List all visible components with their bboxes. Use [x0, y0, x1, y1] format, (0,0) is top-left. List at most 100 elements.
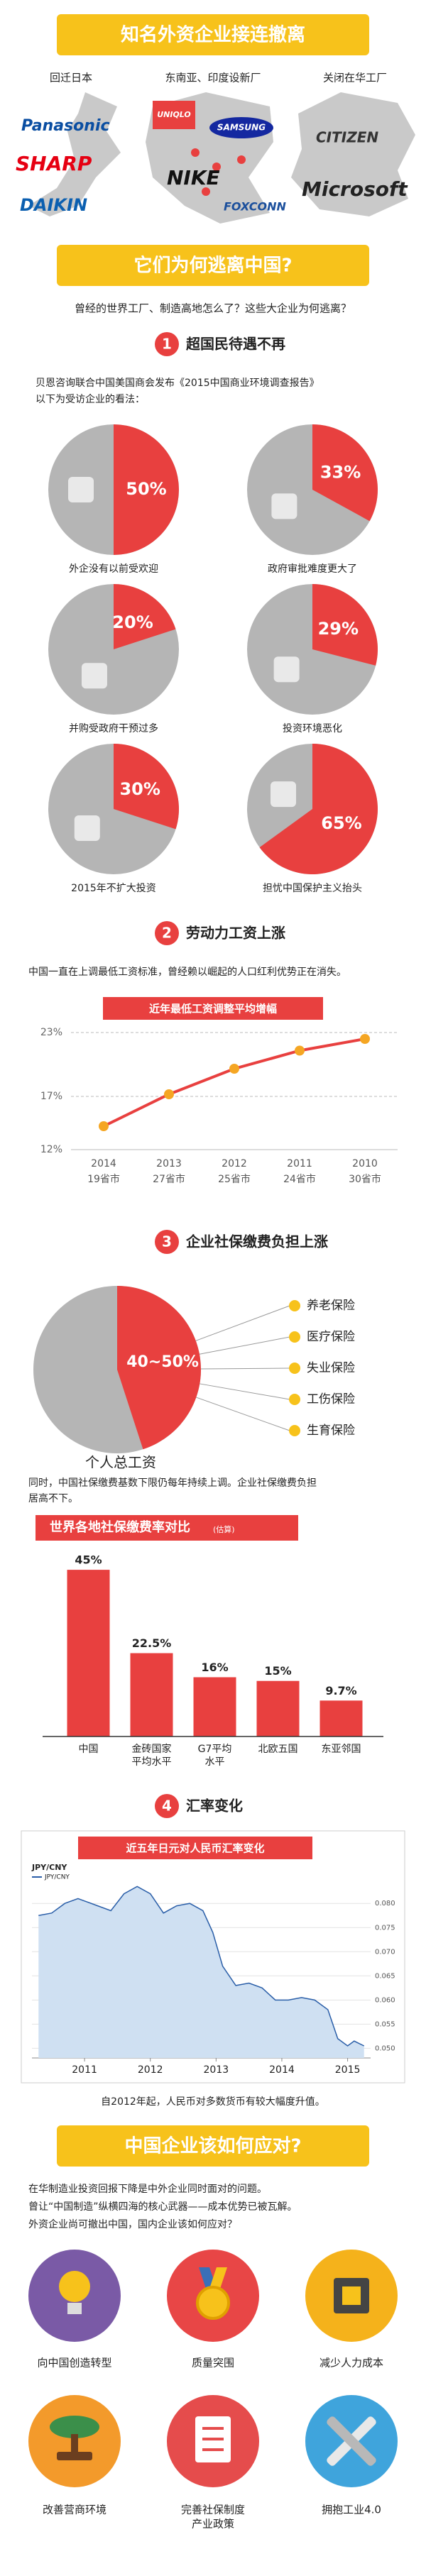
section-number: 4: [162, 1798, 172, 1815]
legend-connector: [199, 1336, 290, 1355]
exit-label: 东南亚、印度设新厂: [165, 72, 261, 84]
banner-title: 知名外资企业接连撤离: [121, 24, 305, 46]
brand-logo: UNIQLO: [157, 110, 191, 119]
y2-tick-label: 0.060: [375, 1996, 395, 2004]
section-number-badge: [155, 921, 179, 945]
x-tick-label: 金砖国家: [132, 1743, 172, 1755]
section-title: 企业社保缴费负担上涨: [185, 1233, 328, 1250]
paragraph: 外资企业尚可撤出中国，国内企业该如何应对？: [28, 2218, 237, 2230]
paragraph: 曾让“中国制造”纵横四海的核心武器——成本优势已被瓦解。: [28, 2201, 297, 2213]
line: [38, 1886, 365, 2047]
icon-wrench: [327, 2416, 376, 2466]
icon-clipboard: [202, 2448, 224, 2451]
x-tick-sublabel: 27省市: [153, 1173, 185, 1185]
legend-dot: [289, 1425, 300, 1436]
logo-box: [209, 117, 273, 138]
brand-logo: SHARP: [16, 152, 92, 175]
x-tick-label: 2014: [91, 1158, 116, 1169]
x-tick-label: 2011: [72, 2064, 97, 2076]
bar: [130, 1653, 173, 1736]
x-tick-label: 中国: [79, 1744, 99, 1755]
y2-tick-label: 0.075: [375, 1924, 395, 1932]
x-tick-label: G7平均: [198, 1744, 232, 1755]
x-tick-label: 2012: [138, 2064, 163, 2076]
icon-bulb: [59, 2271, 90, 2302]
brand-logo: Panasonic: [21, 117, 110, 135]
action-label: 质量突围: [192, 2357, 234, 2369]
icon-clipboard: [202, 2438, 224, 2440]
bar-value-label: 22.5%: [132, 1636, 172, 1650]
action-label: 完善社保制度: [181, 2504, 245, 2516]
legend-dot: [289, 1300, 300, 1311]
map-japan: [28, 92, 121, 216]
icon-clipboard: [202, 2427, 224, 2430]
pie-label: 外企没有以前受欢迎: [69, 563, 158, 575]
marker: [164, 1089, 174, 1099]
y-tick-label: 12%: [40, 1144, 62, 1155]
x-tick-label: 2010: [352, 1158, 378, 1169]
pie-value-label: 33%: [320, 463, 361, 483]
action-label: 减少人力成本: [320, 2357, 383, 2369]
brand-logo: NIKE: [167, 166, 220, 189]
marker: [229, 1064, 239, 1074]
y2-tick-label: 0.055: [375, 2020, 395, 2028]
section-number: 3: [162, 1233, 172, 1250]
y-tick-label: 23%: [40, 1027, 62, 1038]
x-tick-label: 平均水平: [132, 1756, 172, 1768]
logo-box: [153, 101, 195, 129]
action-label: 拥抱工业4.0: [322, 2504, 381, 2516]
banner-title: 中国企业该如何应对?: [124, 2135, 301, 2157]
section-number: 1: [162, 336, 172, 353]
icon-tree: [57, 2452, 92, 2460]
paragraph: 以下为受访企业的看法：: [36, 393, 145, 405]
chart-title-bar: [36, 1515, 298, 1541]
x-tick-sublabel: 19省市: [87, 1173, 120, 1185]
paragraph: 居高不下。: [28, 1492, 78, 1504]
pie-value-label: 65%: [321, 813, 361, 833]
chart-note: (估算): [213, 1524, 235, 1534]
legend-connector: [200, 1367, 290, 1370]
pie-slice: [259, 744, 378, 874]
x-tick-label: 2015: [335, 2064, 361, 2076]
bar: [67, 1570, 110, 1736]
legend-label: 养老保险: [307, 1299, 355, 1313]
pie-icon: [271, 493, 297, 519]
icon-medal: [196, 2286, 230, 2320]
legend-dot: [289, 1331, 300, 1343]
bar-value-label: 9.7%: [325, 1684, 356, 1697]
pie-label: 政府审批难度更大了: [268, 563, 357, 575]
pie-label: 2015年不扩大投资: [71, 883, 156, 894]
x-tick-label: 2013: [156, 1158, 182, 1169]
pie-slice: [114, 744, 179, 830]
paragraph: 自2012年起，人民币对多数货币有较大幅度升值。: [101, 2096, 325, 2108]
marker: [99, 1121, 109, 1131]
x-tick-sublabel: 25省市: [218, 1173, 251, 1185]
banner: [57, 245, 369, 286]
x-tick-label: 2012: [222, 1158, 247, 1169]
axis-label: JPY/CNY: [31, 1863, 67, 1872]
action-label: 向中国创造转型: [37, 2357, 111, 2369]
legend-label: JPY/CNY: [44, 1874, 70, 1881]
pie-value-label: 30%: [119, 779, 160, 799]
exit-label: 回迁日本: [50, 72, 92, 84]
map-china: [291, 92, 415, 216]
legend-dot: [289, 1363, 300, 1374]
banner: [57, 14, 369, 55]
chart-title: 世界各地社保缴费率对比: [50, 1519, 190, 1535]
chart-title-bar: [78, 1837, 312, 1859]
marker: [360, 1034, 370, 1044]
y-tick-label: 17%: [40, 1091, 62, 1102]
pie-value-label: 40~50%: [126, 1353, 199, 1371]
legend-connector: [200, 1383, 290, 1400]
icon-chip: [342, 2286, 361, 2305]
legend-connector: [196, 1397, 290, 1431]
bar-value-label: 45%: [75, 1553, 102, 1567]
chart-title-bar: [103, 997, 323, 1020]
pie-icon: [74, 815, 100, 842]
marker: [295, 1045, 305, 1056]
brand-logo: Microsoft: [302, 177, 408, 201]
brand-logo: DAIKIN: [20, 195, 87, 215]
section-title: 超国民待遇不再: [185, 336, 285, 353]
paragraph: 中国一直在上调最低工资标准，曾经赖以崛起的人口红利优势正在消失。: [28, 966, 346, 978]
